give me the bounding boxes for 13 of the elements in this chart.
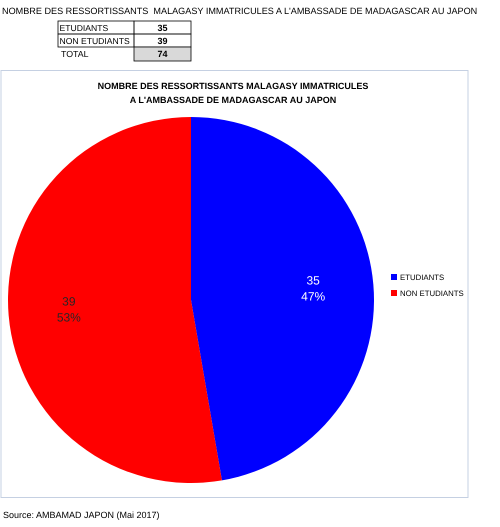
category-label: ETUDIANTS [60, 23, 108, 33]
chart-title: NOMBRE DES RESSORTISSANTS MALAGASY IMMATRICULES A L'AMBASSADE DE MADAGASCAR AU JAPON [98, 81, 368, 105]
data-label: 39 [157, 36, 168, 46]
text: NOMBRE DES RESSORTISSANTS MALAGASY IMMATRICULES A L'AMBASSADE DE MADAGASCAR AU JAPON [2, 6, 478, 16]
data-label: 35 47% [301, 274, 326, 304]
source-note: Source: AMBAMAD JAPON (Mai 2017) [3, 510, 160, 520]
text: TOTAL [61, 49, 89, 59]
category-label: NON ETUDIANTS [60, 36, 130, 46]
pie-slice [191, 117, 374, 480]
data-label: 39 53% [56, 294, 82, 325]
pie-slice [8, 117, 222, 483]
data-label: 35 [157, 23, 168, 33]
text: 74 [157, 49, 168, 59]
